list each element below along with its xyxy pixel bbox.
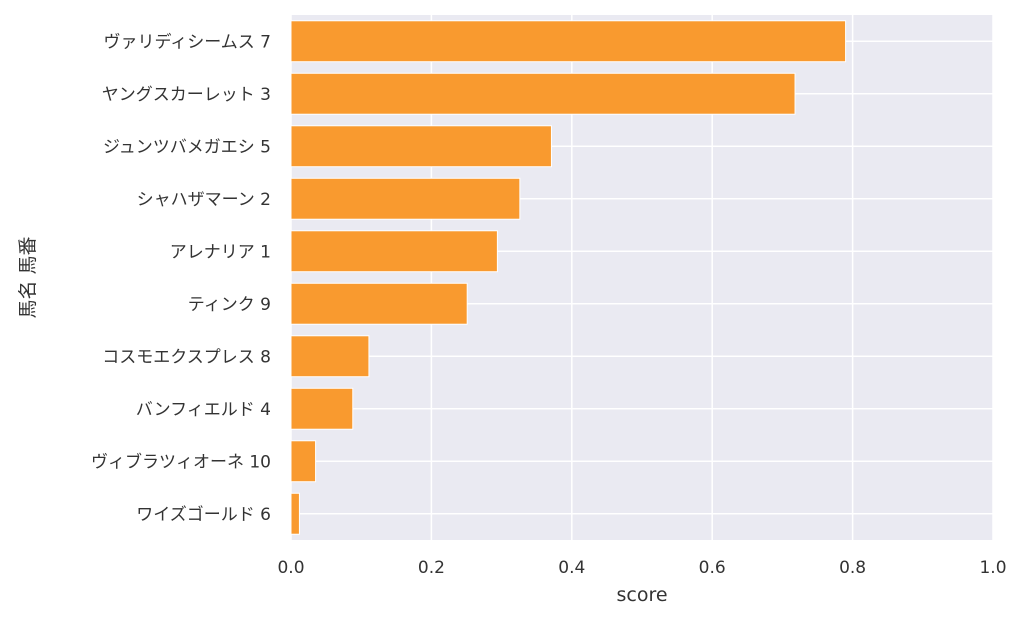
y-tick-label: ヴァリディシームス 7	[103, 31, 271, 52]
x-tick-label: 1.0	[979, 558, 1006, 578]
y-tick-label: ヴィブラツィオーネ 10	[91, 451, 271, 472]
y-tick-label: コスモエクスプレス 8	[102, 347, 271, 367]
bar	[290, 230, 498, 273]
y-tick-label: アレナリア 1	[170, 242, 271, 262]
bar	[290, 72, 796, 115]
y-tick-label: ヤングスカーレット 3	[102, 85, 271, 105]
x-tick-label: 0.2	[418, 558, 445, 578]
y-axis-title: 馬名 馬番	[17, 236, 39, 318]
bar	[290, 177, 521, 220]
y-tick-label: シャハザマーン 2	[137, 190, 271, 210]
bar	[290, 125, 552, 168]
bar	[290, 492, 300, 535]
x-tick-label: 0.8	[839, 558, 866, 578]
y-tick-label: ジュンツバメガエシ 5	[103, 137, 271, 157]
bar	[290, 282, 468, 325]
x-tick-label: 0.6	[699, 558, 726, 578]
x-tick-labels: 0.0 0.2 0.4 0.6 0.8 1.0	[277, 558, 1006, 578]
bar	[290, 335, 370, 378]
y-tick-label: ティンク 9	[188, 295, 271, 315]
bar	[290, 440, 317, 483]
x-tick-label: 0.4	[558, 558, 585, 578]
x-axis-title: score	[616, 584, 667, 606]
y-tick-label: ワイズゴールド 6	[136, 504, 271, 525]
bar	[290, 387, 354, 430]
bars	[290, 20, 847, 535]
y-tick-label: バンフィエルド 4	[136, 400, 271, 420]
bar	[290, 20, 847, 63]
y-tick-labels: ヴァリディシームス 7 ヤングスカーレット 3 ジュンツバメガエシ 5 シャハザマーン…	[91, 31, 271, 525]
x-tick-label: 0.0	[277, 558, 304, 578]
